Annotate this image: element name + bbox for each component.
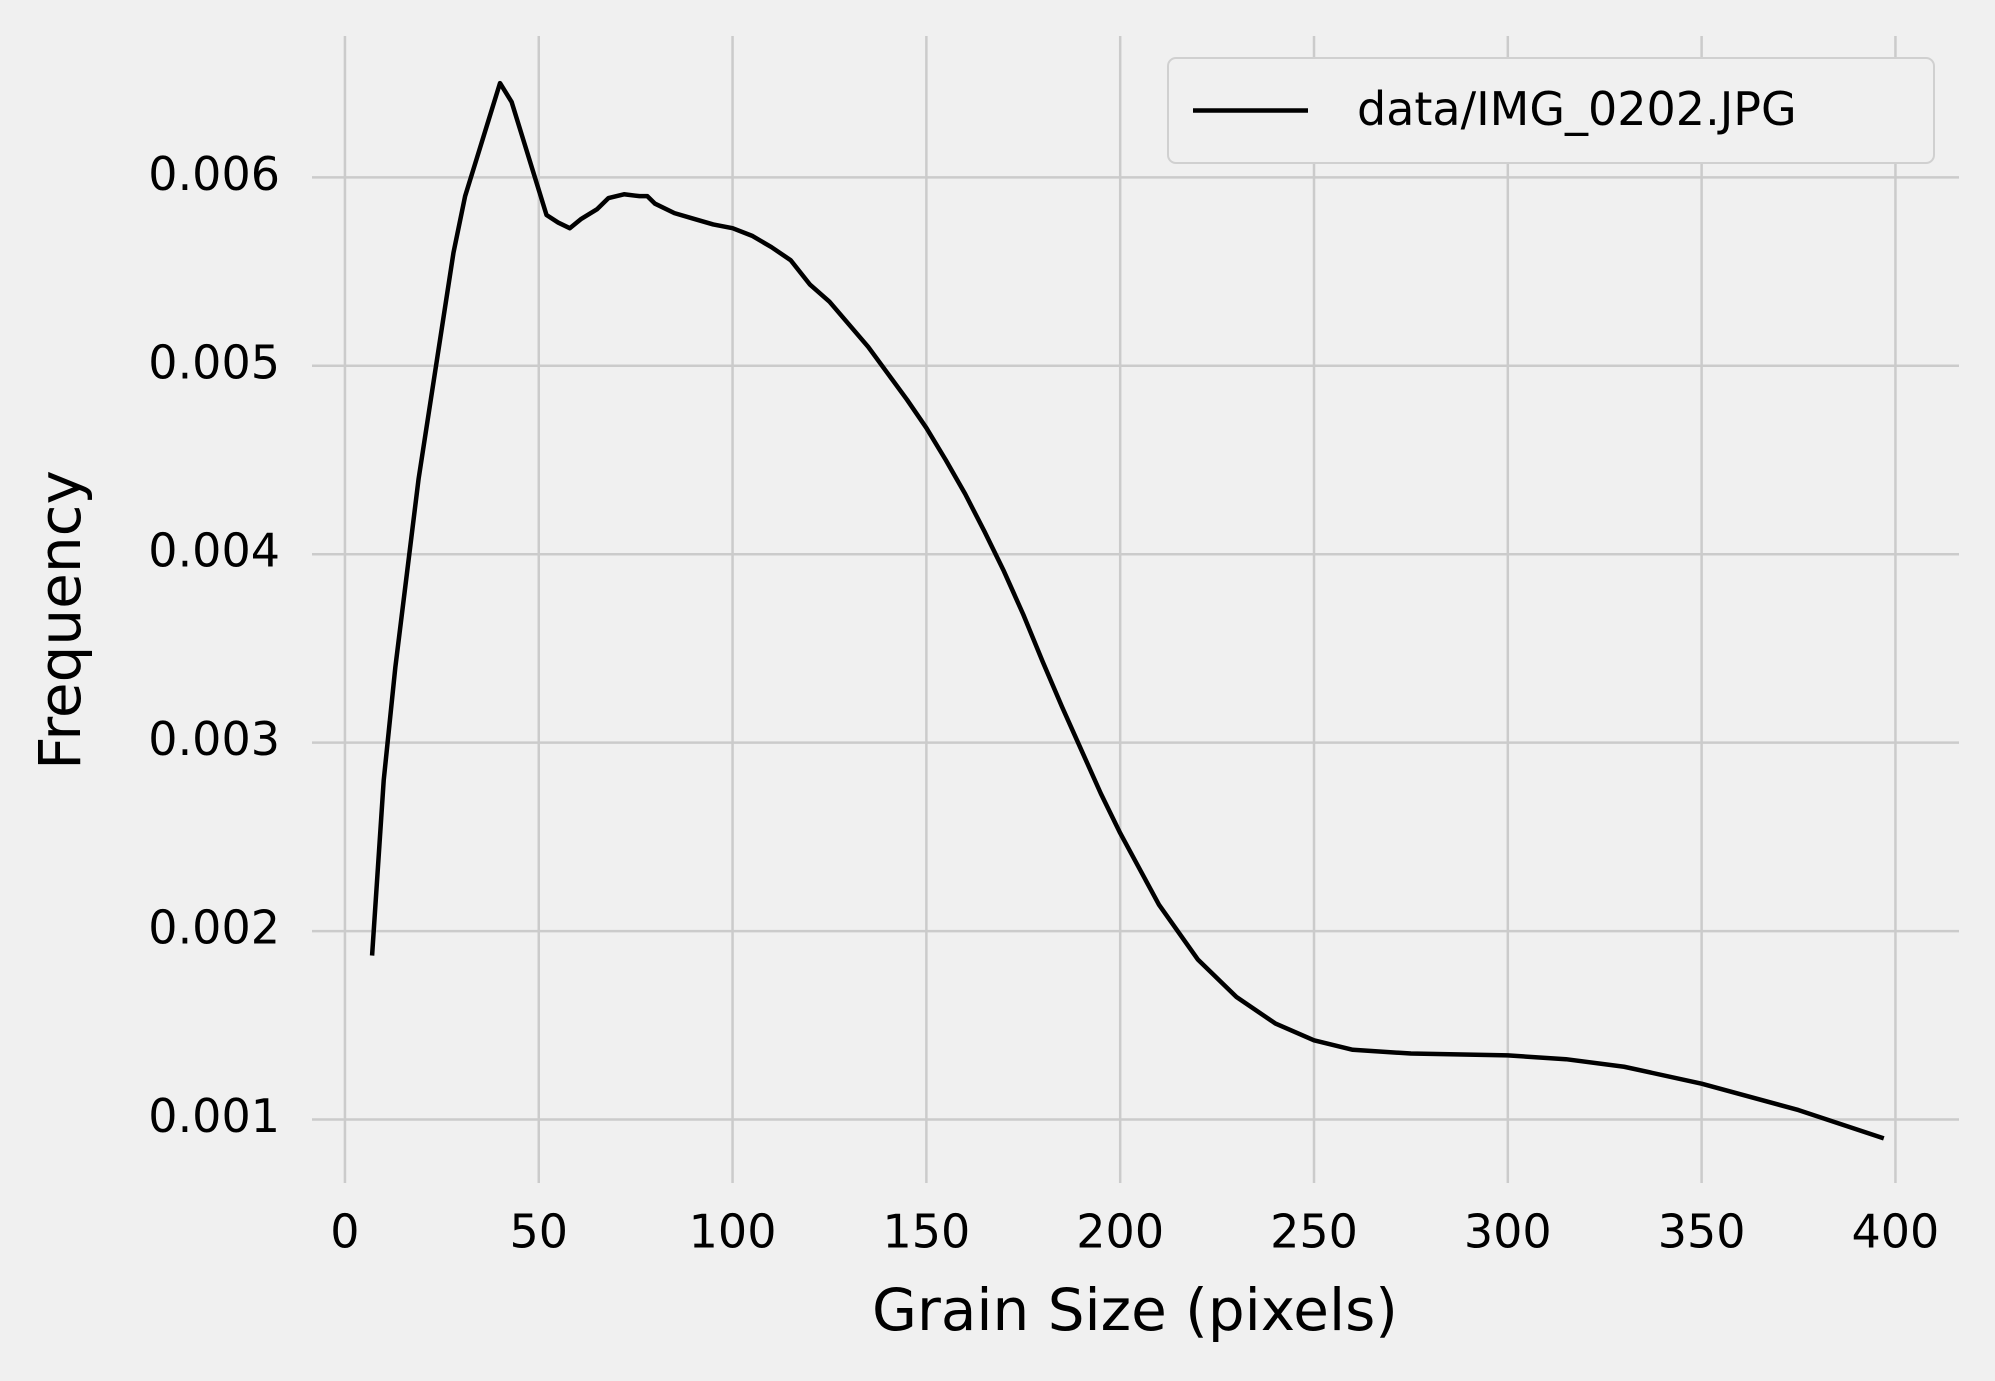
y-tick-label: 0.002 (148, 901, 280, 955)
x-tick-label: 50 (509, 1205, 568, 1259)
x-tick-label: 0 (330, 1205, 359, 1259)
x-tick-label: 400 (1852, 1205, 1940, 1259)
y-tick-label: 0.001 (148, 1089, 280, 1143)
y-axis-label: Frequency (26, 470, 94, 770)
x-axis-label: Grain Size (pixels) (872, 1276, 1398, 1344)
x-tick-label: 250 (1270, 1205, 1358, 1259)
data-line (369, 80, 1885, 1141)
x-tick-label: 350 (1658, 1205, 1746, 1259)
x-tick-label: 200 (1076, 1205, 1164, 1259)
legend-box (1167, 57, 1935, 164)
x-tick-label: 100 (689, 1205, 777, 1259)
y-tick-label: 0.006 (148, 147, 280, 201)
y-tick-label: 0.004 (148, 524, 280, 578)
legend-label: data/IMG_0202.JPG (1357, 82, 1797, 136)
x-tick-label: 150 (882, 1205, 970, 1259)
y-tick-label: 0.005 (148, 335, 280, 389)
x-tick-label: 300 (1464, 1205, 1552, 1259)
y-tick-label: 0.003 (148, 712, 280, 766)
